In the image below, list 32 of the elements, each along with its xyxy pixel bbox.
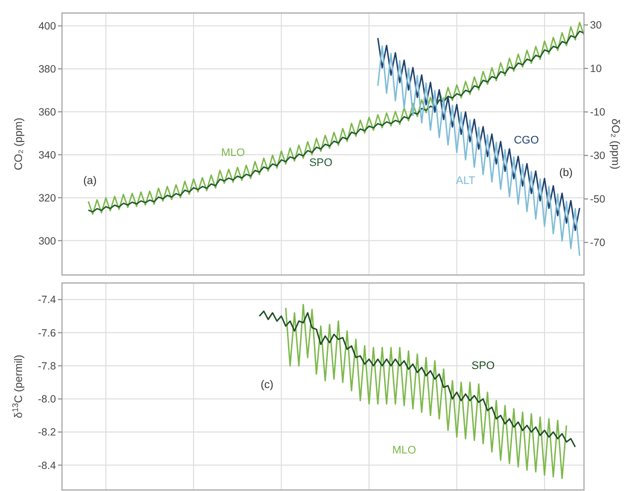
y-tick-label: 380 (38, 64, 56, 76)
series-label: ALT (456, 174, 476, 187)
y-tick-label: -7.8 (38, 360, 56, 372)
y-tick-label: 400 (38, 20, 56, 33)
line-series (377, 45, 580, 257)
y-axis-title: CO₂ (ppm) (13, 118, 25, 170)
y2-tick-label: 30 (590, 20, 602, 32)
y-tick-label: -8.2 (38, 426, 56, 439)
text: SPO (471, 360, 496, 372)
annotation: (b) (559, 167, 573, 179)
y-tick-label: 360 (38, 106, 56, 118)
annotation: (c) (260, 379, 274, 391)
annotation: (a) (83, 175, 97, 187)
y-tick-label: -8.4 (38, 460, 56, 472)
series-label: MLO (221, 147, 246, 160)
y2-tick-label: -10 (590, 106, 606, 119)
y-tick-label: -7.6 (38, 327, 56, 340)
y-tick-label: 300 (38, 235, 56, 248)
y-tick-label: -8.0 (38, 394, 56, 406)
series-label: CGO (514, 134, 540, 146)
series-label: SPO (309, 156, 333, 169)
y-tick-label: 320 (38, 192, 56, 204)
text: MLO (392, 444, 417, 457)
y2-tick-label: -30 (590, 150, 606, 162)
y2-tick-label: -70 (590, 237, 606, 250)
y-tick-label: 340 (38, 149, 56, 162)
y-tick-label: -7.4 (38, 294, 56, 306)
y2-axis-title: δO₂ (ppm) (609, 118, 621, 170)
y2-tick-label: 10 (590, 63, 602, 76)
line-series (285, 304, 568, 480)
y2-tick-label: -50 (590, 194, 606, 206)
line-series (377, 37, 580, 232)
